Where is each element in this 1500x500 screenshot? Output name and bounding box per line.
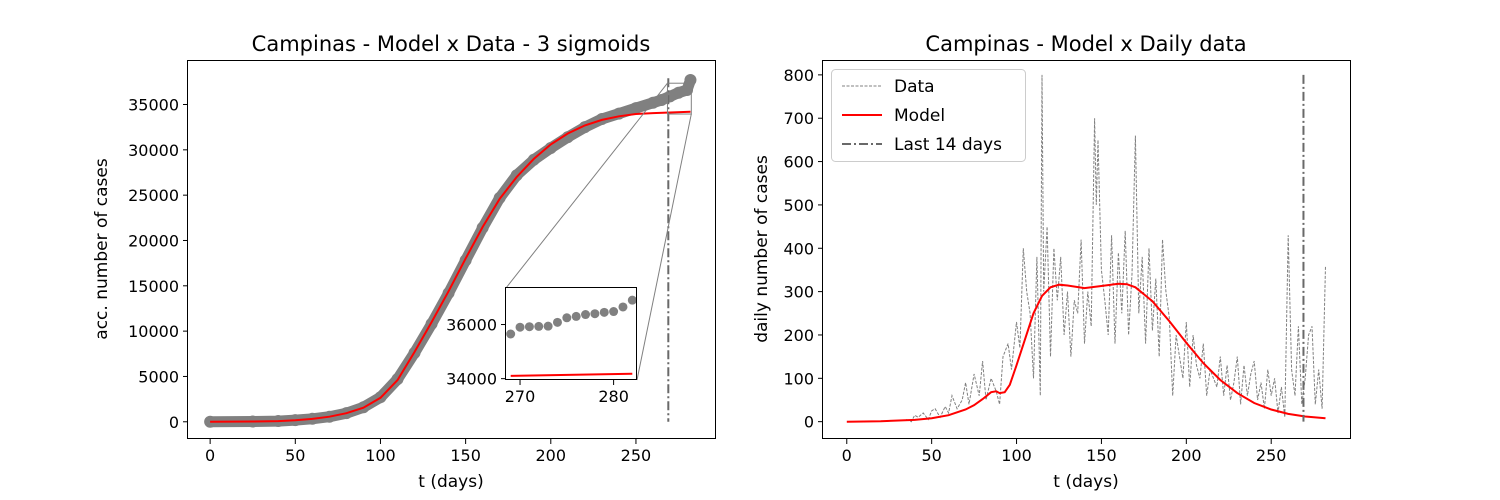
- chart2-y-tick-label: 500: [783, 196, 814, 215]
- inset-data-point: [543, 321, 553, 331]
- inset-data-point: [571, 311, 581, 321]
- chart1-zoom-connector: [505, 82, 668, 289]
- daily-cases-chart: Campinas - Model x Daily data 0 50 100 150 2…: [752, 32, 1351, 492]
- chart2-data-line: [906, 74, 1326, 423]
- chart1-x-tick-label: 150: [450, 446, 481, 465]
- chart1-y-label: acc. number of cases: [92, 158, 112, 340]
- chart1-y-ticks: 0 5000 10000 15000 20000 25000 30000 35000: [128, 96, 188, 432]
- inset-model-path: [510, 372, 633, 377]
- chart2-y-tick-label: 300: [783, 283, 814, 302]
- chart2-y-tick-label: 0: [804, 413, 814, 432]
- chart2-data-path: [906, 74, 1326, 423]
- inset-data-point: [618, 302, 628, 312]
- legend-box: [831, 69, 1026, 162]
- chart1-y-tick-label: 15000: [128, 277, 179, 296]
- chart2-x-tick-label: 150: [1086, 446, 1117, 465]
- chart1-x-tick-label: 250: [621, 446, 652, 465]
- chart2-y-label: daily number of cases: [752, 155, 772, 343]
- inset-background: [505, 287, 637, 380]
- chart1-zoom-indicator: [505, 82, 692, 381]
- chart2-y-tick-label: 400: [783, 239, 814, 258]
- inset-y-ticks: 34000 36000: [446, 316, 506, 389]
- chart1-zoom-box: [666, 82, 692, 115]
- inset-x-tick-label: 270: [505, 387, 536, 406]
- chart1-y-tick-label: 30000: [128, 141, 179, 160]
- chart2-y-tick-label: 700: [783, 109, 814, 128]
- chart1-y-tick-label: 10000: [128, 322, 179, 341]
- chart1-y-tick-label: 35000: [128, 96, 179, 115]
- chart1-model-path: [210, 110, 691, 423]
- chart2-y-tick-label: 100: [783, 369, 814, 388]
- chart2-x-tick-label: 50: [921, 446, 941, 465]
- inset-x-ticks: 270 280: [505, 380, 629, 406]
- inset-data-point: [609, 307, 619, 317]
- chart2-y-tick-label: 800: [783, 66, 814, 85]
- chart2-x-tick-label: 200: [1171, 446, 1202, 465]
- chart1-model-line: [210, 110, 691, 423]
- inset-data-point: [590, 309, 600, 319]
- chart1-x-ticks: 0 50 100 150 200 250: [205, 439, 651, 465]
- chart2-title: Campinas - Model x Daily data: [925, 32, 1246, 56]
- chart2-x-ticks: 0 50 100 150 200 250: [842, 439, 1287, 465]
- chart2-x-tick-label: 0: [842, 446, 852, 465]
- chart1-y-tick-label: 5000: [138, 367, 179, 386]
- inset-data-point: [534, 321, 544, 331]
- inset-data-point: [524, 322, 534, 332]
- cumulative-cases-chart: Campinas - Model x Data - 3 sigmoids 0 50…: [92, 32, 716, 492]
- chart1-x-tick-label: 0: [205, 446, 215, 465]
- chart2-x-label: t (days): [1053, 472, 1118, 492]
- chart2-legend: Data Model Last 14 days: [831, 69, 1026, 162]
- inset-data-point: [581, 310, 591, 320]
- chart1-x-tick-label: 200: [536, 446, 567, 465]
- inset-model-line: [510, 372, 633, 377]
- inset-data-point: [627, 295, 637, 305]
- chart2-x-tick-label: 250: [1256, 446, 1287, 465]
- inset-data-point: [515, 322, 525, 332]
- chart2-x-tick-label: 100: [1001, 446, 1032, 465]
- inset-y-tick-label: 34000: [446, 370, 497, 389]
- chart2-model-line: [846, 282, 1326, 423]
- chart1-zoom-connector: [636, 113, 692, 381]
- legend-label: Data: [894, 77, 935, 97]
- legend-label: Last 14 days: [894, 135, 1002, 155]
- chart2-plot-frame: [822, 60, 1351, 439]
- chart2-y-tick-label: 600: [783, 153, 814, 172]
- inset-frame: [505, 287, 637, 380]
- chart1-x-label: t (days): [418, 472, 483, 492]
- chart1-y-tick-label: 0: [169, 413, 179, 432]
- inset-x-tick-label: 280: [598, 387, 629, 406]
- inset-data-point: [599, 307, 609, 317]
- chart1-x-tick-label: 50: [285, 446, 305, 465]
- inset-data-point: [562, 313, 572, 323]
- chart1-y-tick-label: 25000: [128, 186, 179, 205]
- chart2-model-path: [846, 282, 1326, 423]
- chart1-plot-frame: [187, 60, 716, 439]
- inset-data-point: [506, 329, 516, 339]
- legend-label: Model: [894, 106, 945, 126]
- chart1-title: Campinas - Model x Data - 3 sigmoids: [252, 32, 651, 56]
- inset-data-points: [506, 295, 637, 339]
- chart2-y-tick-label: 200: [783, 326, 814, 345]
- chart1-inset-zoom: 270 280 34000 36000: [446, 287, 637, 406]
- chart1-y-tick-label: 20000: [128, 231, 179, 250]
- inset-y-tick-label: 36000: [446, 316, 497, 335]
- inset-data-point: [552, 317, 562, 327]
- chart1-x-tick-label: 100: [365, 446, 396, 465]
- chart2-y-ticks: 0 100 200 300 400 500 600 700 800: [783, 66, 823, 432]
